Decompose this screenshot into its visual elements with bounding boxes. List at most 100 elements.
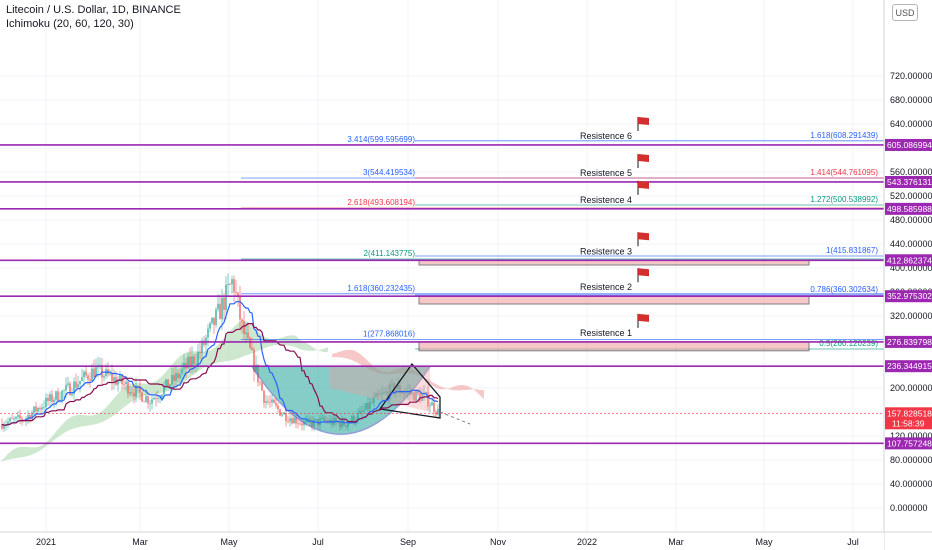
candle-body [139,386,141,393]
candle-body [113,377,115,382]
handle-zone [330,366,430,412]
candle-body [47,397,49,401]
candle-body [245,332,247,334]
candle-body [181,368,183,374]
candle-body [211,317,213,323]
candle-body [213,317,215,325]
candle-body [83,371,85,378]
candle-body [109,373,111,375]
cloud-bearish [332,349,484,400]
fib-label-right: 1(415.831867) [826,246,878,255]
kijun-line [1,323,439,426]
candle-body [209,322,211,329]
currency-button[interactable]: USD [892,4,918,21]
candle-body [45,397,47,408]
y-tick-label: 680.000000 [890,95,932,105]
candle-body [231,279,233,285]
candle-body [411,392,413,395]
candle-body [3,425,5,429]
x-tick-label: 2022 [577,537,597,547]
candle-body [131,392,133,394]
flag-icon [638,153,649,162]
candle-body [223,297,225,311]
candle-body [7,421,9,425]
current-price-label: 157.828518 [887,408,932,418]
price-label-bg [885,202,932,215]
candle-body [17,415,19,417]
candle-body [203,340,205,345]
candle-body [89,379,91,381]
candle-body [415,390,417,401]
x-tick-label: Jul [847,537,859,547]
resistance-name: Resistence 1 [580,328,632,338]
candle-body [75,381,77,388]
candle-body [59,399,61,401]
candle-body [167,379,169,388]
candle-body [173,375,175,381]
price-label-bg [885,437,932,450]
y-tick-label: 480.000000 [890,215,932,225]
candle-body [215,309,217,325]
fib-label-right: 1.414(544.761095) [810,168,878,177]
symbol-title[interactable]: Litecoin / U.S. Dollar, 1D, BINANCE [6,4,181,16]
candle-body [37,408,39,412]
candle-body [277,405,279,410]
candle-body [27,415,29,419]
price-axis: 720.000000680.000000640.000000600.000000… [883,0,932,550]
candle-body [271,399,273,403]
candle-body [125,381,127,385]
resistance-lines: Resistence 6 Resistence 5 Resistence 4 Resi… [0,131,884,445]
candle-body [51,394,53,403]
candle-body [43,407,45,408]
candle-body [233,279,235,292]
candle-body [123,383,125,385]
candle-body [217,303,219,310]
indicator-legend[interactable]: Ichimoku (20, 60, 120, 30) [6,18,134,30]
candle-body [127,381,129,394]
candle-body [281,414,283,416]
candle-body [117,381,119,385]
candle-body [93,368,95,378]
flag-icon [638,232,649,241]
candle-body [299,423,301,425]
candle-body [145,396,147,402]
candle-body [169,384,171,388]
fib-label-right: 0.5(260.120239) [819,339,878,348]
price-label: 352.975302 [887,291,932,301]
candle-body [151,399,153,404]
candle-body [81,377,83,381]
candle-body [77,384,79,388]
price-label: 498.585988 [887,204,932,214]
candle-body [149,403,151,405]
candle-body [193,356,195,364]
fib-label-left: 3.414(599.595699) [347,135,415,144]
y-tick-label: 40.000000 [890,479,932,489]
candle-body [437,408,439,415]
candle-body [179,373,181,379]
candle-body [41,407,43,410]
candle-body [135,385,137,397]
candle-body [265,401,267,403]
resistance-name: Resistence 6 [580,131,632,141]
candle-body [187,356,189,369]
candle-body [67,383,69,385]
candle-body [191,356,193,366]
candle-body [129,392,131,394]
candle-body [207,328,209,338]
current-price-bg [885,407,932,430]
resistance-name: Resistence 3 [580,246,632,256]
candle-body [165,379,167,387]
candle-body [155,398,157,399]
candle-body [247,332,249,339]
price-label: 276.839798 [887,337,932,347]
x-tick-label: Sep [400,537,416,547]
resistance-name: Resistence 4 [580,195,632,205]
candle-body [101,365,103,378]
price-label: 236.344915 [887,361,932,371]
candle-body [429,405,431,407]
candle-body [63,390,65,392]
candle-body [229,284,231,286]
candle-body [301,423,303,426]
candle-body [195,363,197,365]
